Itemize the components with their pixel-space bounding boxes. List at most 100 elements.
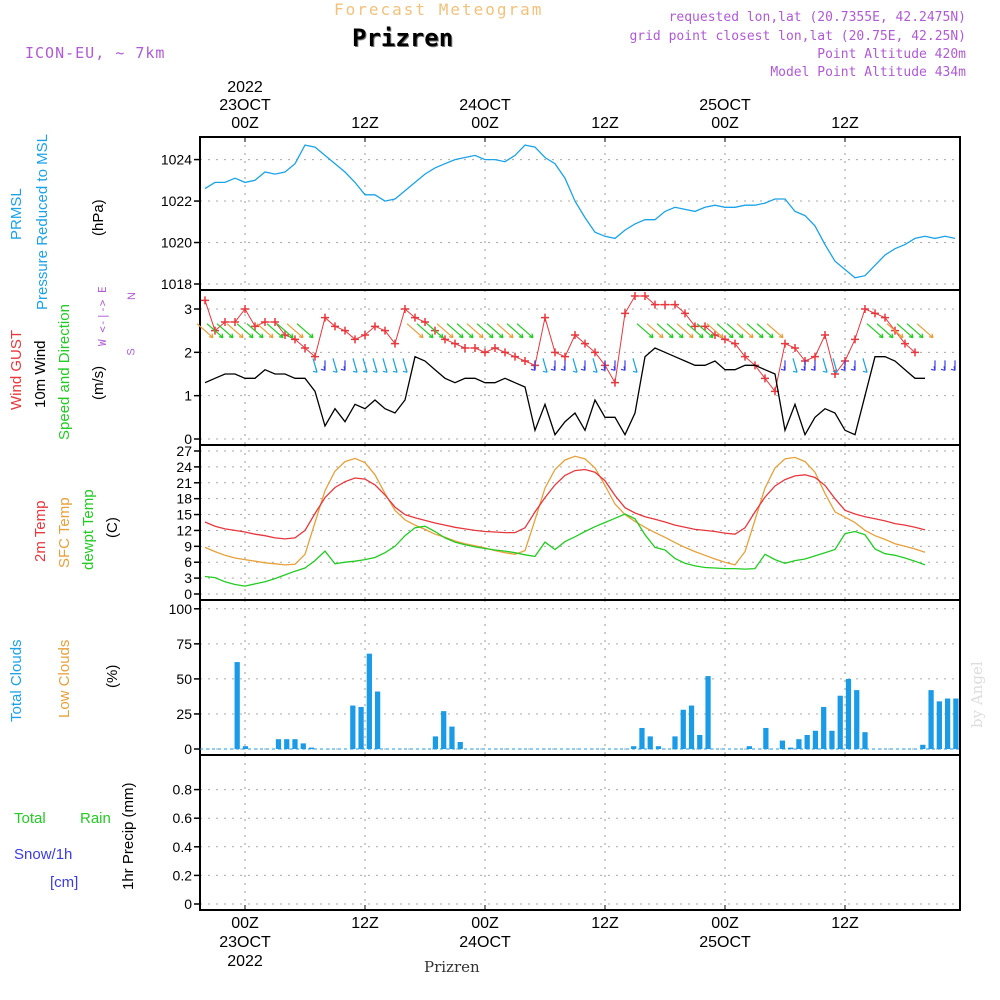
city-name: Prizren: [352, 24, 454, 52]
gust-marker: [311, 352, 319, 361]
cloud-bar: [953, 698, 959, 749]
wind-direction-arrow: [726, 323, 744, 339]
date-label-top: 23OCT: [219, 97, 271, 114]
wind-direction-arrowhead: [780, 366, 786, 371]
sfc-temp-line: [204, 455, 926, 566]
y-tick-label: 0.8: [173, 782, 193, 798]
wind-direction-arrowhead: [418, 333, 424, 339]
panel-frame: [199, 754, 961, 911]
wind-direction-arrowhead: [468, 333, 474, 339]
wind-direction-arrow: [896, 323, 914, 339]
wind-direction-arrowhead: [488, 333, 494, 339]
footer-city: Prizren: [424, 958, 480, 976]
wind-direction-arrow: [286, 323, 304, 339]
wind-direction-arrowhead: [708, 333, 714, 339]
wind-direction-arrowhead: [392, 368, 398, 373]
wind-direction-arrowhead: [352, 368, 358, 373]
wind-direction-arrowhead: [518, 333, 524, 339]
cloud-bar: [680, 709, 686, 749]
x-tick-label-top: 12Z: [591, 115, 619, 132]
cloud-bar: [432, 736, 439, 749]
wind-direction-arrowhead: [878, 333, 884, 339]
wind-direction-arrowhead: [372, 368, 378, 373]
gust-line: [204, 295, 916, 393]
gust-marker: [291, 335, 299, 344]
gust-marker: [691, 322, 699, 331]
wind-direction-arrowhead: [620, 366, 626, 371]
wind-direction-arrow: [216, 323, 234, 339]
wind-direction-arrowhead: [738, 333, 744, 339]
year-label-bottom: 2022: [227, 953, 263, 970]
date-label-bottom: 25OCT: [699, 934, 751, 951]
y-tick-label: 0: [184, 431, 192, 447]
cloud-bar: [639, 727, 645, 749]
wind-direction-arrowhead: [498, 333, 504, 339]
wind-direction-arrow: [406, 323, 424, 339]
gust-marker: [271, 318, 279, 326]
x-tick-label-bottom: 00Z: [711, 915, 739, 932]
wind-direction-arrowhead: [560, 366, 566, 371]
cloud-bar: [746, 746, 752, 749]
cloud-bar: [242, 746, 249, 749]
x-tick-label-bottom: 12Z: [591, 915, 619, 932]
y-tick-label: 1018: [161, 276, 192, 292]
cloud-bar: [697, 734, 703, 749]
wind-direction-arrow: [716, 323, 734, 339]
wind-direction-arrowhead: [610, 366, 616, 371]
temp2m-line: [204, 468, 926, 540]
y-tick-label: 3: [184, 301, 192, 317]
cloud-bar: [358, 706, 364, 749]
y-tick-label: 24: [176, 459, 192, 475]
y-tick-label: 0: [184, 741, 192, 757]
gust-marker: [321, 313, 329, 322]
cloud-bar: [374, 691, 381, 749]
snow-label: Snow/1h: [14, 846, 73, 863]
wind-direction-arrowhead: [778, 333, 784, 339]
y-tick-label: 0.6: [173, 810, 193, 826]
cloud-bar: [284, 739, 290, 749]
wind-direction-arrowhead: [320, 366, 326, 371]
wind-direction-arrowhead: [678, 333, 684, 339]
wind-direction-arrowhead: [550, 366, 556, 371]
cloud-bar: [788, 747, 794, 749]
dewpt-line: [204, 513, 926, 587]
wind-direction-arrow: [756, 323, 774, 339]
wind-direction-arrow: [516, 323, 534, 339]
wind-direction-arrow: [226, 323, 244, 339]
gust-marker: [821, 331, 829, 339]
wind-direction-arrow: [446, 323, 464, 339]
wind-direction-arrowhead: [428, 333, 434, 339]
gust-marker: [541, 313, 549, 322]
cloud-bar: [936, 701, 942, 749]
wind-direction-arrow: [706, 323, 724, 339]
gust-marker: [881, 313, 889, 322]
gust-marker: [671, 300, 679, 309]
wind-direction-arrowhead: [208, 333, 214, 339]
date-label-bottom: 23OCT: [219, 934, 271, 951]
wind-direction-arrow: [416, 323, 434, 339]
gust-marker: [911, 348, 919, 357]
y-tick-label: 1022: [161, 193, 192, 209]
wind-direction-arrow: [746, 323, 764, 339]
x-tick-label-bottom: 00Z: [471, 915, 499, 932]
snow-unit: [cm]: [50, 874, 79, 891]
gust-marker: [381, 326, 389, 335]
wind-direction-arrow: [256, 323, 274, 339]
wind-direction-arrowhead: [810, 366, 816, 371]
wind-direction-arrowhead: [792, 368, 798, 373]
cloud-bar: [672, 736, 678, 749]
gust-marker: [851, 335, 859, 344]
cloud-bar: [854, 690, 860, 749]
wind-direction-arrow: [646, 323, 664, 339]
wind-direction-arrowhead: [448, 333, 454, 339]
gust-marker: [471, 344, 479, 352]
wind-direction-arrow: [206, 323, 224, 339]
gust-marker: [781, 339, 789, 348]
gust-marker: [791, 344, 799, 352]
gust-marker: [221, 318, 229, 326]
wind-direction-arrowhead: [288, 333, 294, 339]
y-tick-label: 21: [176, 475, 192, 491]
cloud-bar: [705, 676, 711, 749]
wind-direction-arrow: [486, 323, 504, 339]
wind-direction-arrow: [196, 323, 214, 339]
